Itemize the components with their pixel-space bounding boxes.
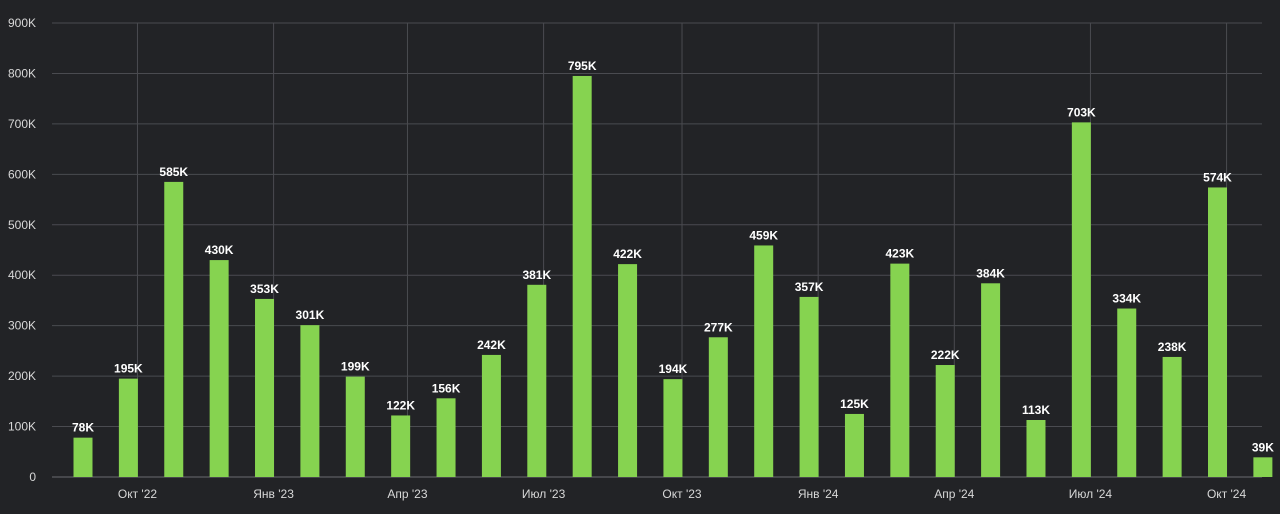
y-tick-label: 700K — [8, 117, 36, 131]
x-tick-label: Окт '23 — [662, 487, 702, 501]
bar-data-label: 795K — [568, 59, 597, 73]
bar — [572, 75, 592, 477]
bar-data-label: 574K — [1203, 170, 1232, 184]
y-tick-label: 900K — [8, 16, 36, 30]
bar — [255, 298, 275, 477]
bar — [1071, 122, 1091, 478]
bar — [164, 181, 184, 477]
bar-data-label: 353K — [250, 282, 279, 296]
bar-data-label: 703K — [1067, 105, 1096, 119]
bar-data-label: 122K — [386, 398, 415, 412]
bar — [1117, 308, 1137, 477]
bar — [391, 415, 411, 477]
bar — [799, 296, 819, 477]
bar — [527, 284, 547, 477]
x-tick-label: Апр '23 — [387, 487, 427, 501]
y-tick-label: 200K — [8, 369, 36, 383]
bar — [844, 413, 864, 477]
bar — [300, 325, 320, 477]
x-tick-label: Июл '24 — [1069, 487, 1113, 501]
bar-data-label: 113K — [1022, 403, 1050, 417]
bar — [1208, 187, 1227, 477]
bar-data-label: 384K — [976, 266, 1005, 280]
bar-data-label: 78K — [72, 421, 94, 435]
y-tick-label: 500K — [8, 218, 36, 232]
bar — [935, 365, 955, 477]
bar — [481, 354, 501, 477]
x-tick-label: Окт '24 — [1207, 487, 1247, 501]
x-tick-label: Янв '24 — [798, 487, 839, 501]
y-tick-label: 300K — [8, 319, 36, 333]
x-tick-label: Окт '22 — [118, 487, 158, 501]
bar — [1162, 356, 1182, 477]
x-tick-label: Янв '23 — [253, 487, 294, 501]
y-tick-label: 800K — [8, 66, 36, 80]
bar — [345, 376, 365, 477]
y-tick-label: 100K — [8, 420, 36, 434]
bar-data-label: 242K — [477, 338, 506, 352]
bar-data-label: 238K — [1158, 340, 1187, 354]
bar — [436, 398, 456, 477]
bar-data-label: 334K — [1112, 292, 1141, 306]
bar-data-label: 199K — [341, 360, 370, 374]
bar — [1026, 419, 1046, 477]
bar-data-label: 277K — [704, 320, 733, 334]
y-tick-label: 600K — [8, 167, 36, 181]
y-axis-tick-labels: 0 100K 200K 300K 400K 500K 600K 700K 800K 900K — [8, 16, 36, 484]
bar — [209, 260, 229, 477]
bar-data-label: 195K — [114, 362, 143, 376]
bar — [663, 379, 683, 477]
data-labels: 78K 195K 585K 430K 353K 301K 199K 122K 156K 242K 3… — [72, 59, 1274, 454]
bar-data-label: 194K — [659, 362, 688, 376]
x-axis-tick-labels: Окт '22 Янв '23 Апр '23 Июл '23 Окт '23 Янв '… — [118, 487, 1247, 501]
bar-data-label: 301K — [296, 308, 325, 322]
bar — [981, 283, 1001, 477]
x-tick-label: Июл '23 — [522, 487, 566, 501]
y-tick-label: 0 — [29, 470, 36, 484]
bar-data-label: 422K — [613, 247, 642, 261]
bar — [1253, 457, 1273, 477]
bar-data-label: 125K — [840, 397, 869, 411]
bar-data-label: 357K — [795, 280, 824, 294]
bar-series — [73, 75, 1273, 478]
bar-data-label: 381K — [522, 268, 551, 282]
y-tick-label: 400K — [8, 268, 36, 282]
bar — [618, 264, 638, 477]
bar — [118, 378, 138, 477]
x-tick-label: Апр '24 — [934, 487, 974, 501]
bar — [754, 245, 774, 477]
bar-data-label: 156K — [432, 381, 461, 395]
bar-data-label: 585K — [159, 165, 188, 179]
bar — [708, 337, 728, 477]
y-gridlines — [52, 22, 1262, 428]
bar-data-label: 430K — [205, 243, 234, 257]
bar-data-label: 222K — [931, 348, 960, 362]
bar-data-label: 423K — [885, 247, 914, 261]
bar — [890, 263, 910, 477]
bar-data-label: 459K — [749, 228, 778, 242]
bar-data-label: 39K — [1252, 440, 1274, 454]
bar — [73, 437, 93, 477]
